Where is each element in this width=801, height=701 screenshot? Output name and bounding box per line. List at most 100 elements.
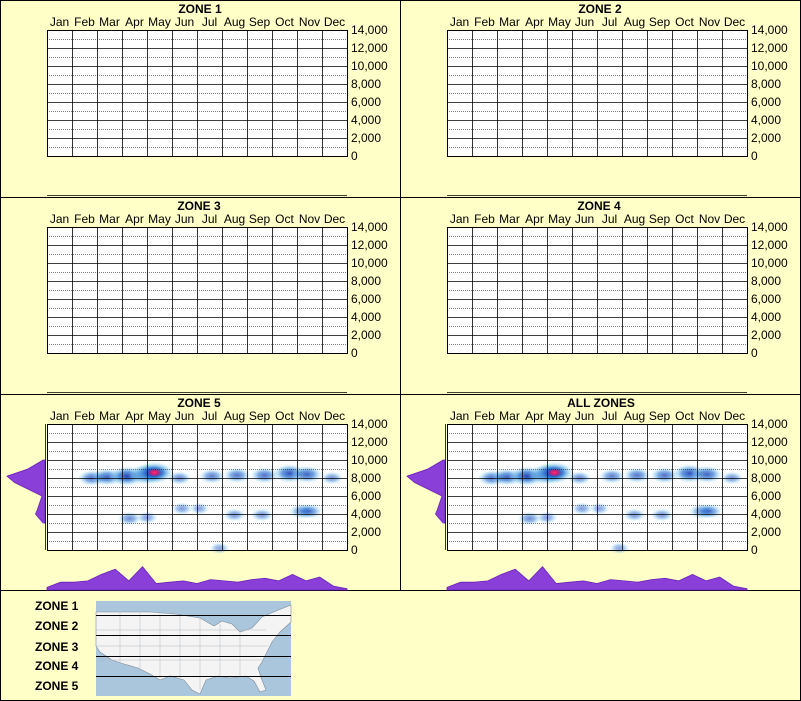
density-point bbox=[222, 508, 247, 522]
y-tick-label: 8,000 bbox=[751, 471, 781, 485]
month-label-jun: Jun bbox=[175, 15, 194, 29]
legend-zone-1: ZONE 1 bbox=[35, 599, 79, 613]
legend-zone-3: ZONE 3 bbox=[35, 640, 79, 654]
density-point bbox=[517, 511, 542, 526]
month-label-apr: Apr bbox=[125, 15, 144, 29]
chart-title-zone-3: ZONE 3 bbox=[177, 199, 221, 213]
density-point bbox=[198, 468, 226, 484]
chart-panel-1: Jan Feb Mar Apr May Jun Jul Aug Sep Oct Nov Dec 14,0… bbox=[47, 15, 388, 196]
y-tick-label: 2,000 bbox=[351, 328, 381, 342]
y-tick-label: 2,000 bbox=[751, 525, 781, 539]
density-point bbox=[649, 467, 680, 484]
month-label-mar: Mar bbox=[499, 15, 520, 29]
y-tick-label: 2,000 bbox=[351, 131, 381, 145]
plot-background bbox=[47, 30, 347, 156]
month-label-aug: Aug bbox=[224, 212, 245, 226]
month-label-jun: Jun bbox=[575, 409, 594, 423]
density-point bbox=[117, 511, 142, 526]
month-label-oct: Oct bbox=[275, 15, 294, 29]
month-label-feb: Feb bbox=[474, 212, 495, 226]
density-point bbox=[223, 467, 251, 484]
density-point bbox=[622, 508, 647, 522]
density-point bbox=[691, 465, 723, 484]
y-tick-label: 8,000 bbox=[351, 77, 381, 91]
density-point bbox=[650, 508, 674, 522]
month-label-may: May bbox=[548, 409, 571, 423]
y-tick-label: 10,000 bbox=[751, 453, 788, 467]
density-peak bbox=[147, 468, 162, 477]
chart-title-all-zones: ALL ZONES bbox=[567, 396, 635, 410]
y-tick-label: 10,000 bbox=[351, 453, 388, 467]
month-label-mar: Mar bbox=[99, 15, 120, 29]
y-tick-label: 0 bbox=[751, 346, 758, 360]
plot-background bbox=[47, 424, 347, 550]
map-land bbox=[95, 604, 292, 695]
chart-panel-6: Jan Feb Mar Apr May Jun Jul Aug Sep Oct Nov Dec 14,0… bbox=[406, 409, 788, 591]
month-label-sep: Sep bbox=[649, 15, 671, 29]
month-label-mar: Mar bbox=[499, 409, 520, 423]
chart-title-zone-1: ZONE 1 bbox=[178, 2, 222, 16]
density-point bbox=[536, 511, 558, 525]
month-label-jul: Jul bbox=[202, 15, 217, 29]
y-tick-label: 12,000 bbox=[751, 435, 788, 449]
y-tick-label: 0 bbox=[751, 149, 758, 163]
plot-frame bbox=[447, 424, 748, 551]
y-tick-label: 10,000 bbox=[751, 59, 788, 73]
y-tick-label: 4,000 bbox=[351, 507, 381, 521]
month-label-sep: Sep bbox=[249, 212, 271, 226]
y-tick-label: 0 bbox=[351, 346, 358, 360]
month-label-apr: Apr bbox=[125, 409, 144, 423]
month-label-jul: Jul bbox=[202, 212, 217, 226]
chart-panel-3: Jan Feb Mar Apr May Jun Jul Aug Sep Oct Nov Dec 14,0… bbox=[47, 212, 388, 393]
elevation-profile bbox=[406, 459, 446, 524]
y-tick-label: 2,000 bbox=[751, 131, 781, 145]
month-label-jan: Jan bbox=[450, 409, 469, 423]
elevation-profile bbox=[6, 459, 46, 524]
plot-background bbox=[447, 424, 747, 550]
y-tick-label: 6,000 bbox=[751, 292, 781, 306]
month-label-oct: Oct bbox=[675, 409, 694, 423]
month-label-aug: Aug bbox=[624, 15, 645, 29]
y-tick-label: 14,000 bbox=[351, 23, 388, 37]
y-tick-label: 4,000 bbox=[351, 310, 381, 324]
charts-layer: Jan Feb Mar Apr May Jun Jul Aug Sep Oct Nov Dec 14,0… bbox=[6, 15, 788, 591]
y-tick-label: 8,000 bbox=[351, 471, 381, 485]
month-label-may: May bbox=[548, 15, 571, 29]
month-label-dec: Dec bbox=[724, 212, 745, 226]
month-label-jul: Jul bbox=[602, 212, 617, 226]
month-profile bbox=[46, 565, 348, 591]
month-label-aug: Aug bbox=[224, 409, 245, 423]
month-label-may: May bbox=[148, 212, 171, 226]
month-label-oct: Oct bbox=[275, 409, 294, 423]
density-point bbox=[209, 542, 230, 555]
y-tick-label: 14,000 bbox=[751, 23, 788, 37]
month-label-jan: Jan bbox=[50, 409, 69, 423]
y-tick-label: 0 bbox=[751, 543, 758, 557]
y-tick-label: 14,000 bbox=[351, 220, 388, 234]
y-tick-label: 12,000 bbox=[351, 435, 388, 449]
density-point bbox=[136, 511, 158, 525]
chart-panel-5: Jan Feb Mar Apr May Jun Jul Aug Sep Oct Nov Dec 14,0… bbox=[6, 409, 388, 591]
density-point bbox=[296, 503, 323, 519]
month-label-apr: Apr bbox=[525, 15, 544, 29]
density-point bbox=[189, 502, 210, 515]
month-label-feb: Feb bbox=[74, 212, 95, 226]
y-tick-label: 8,000 bbox=[351, 274, 381, 288]
month-label-oct: Oct bbox=[275, 212, 294, 226]
month-label-mar: Mar bbox=[99, 409, 120, 423]
month-label-sep: Sep bbox=[249, 409, 271, 423]
zone-legend: ZONE 1 ZONE 2 ZONE 3 ZONE 4 ZONE 5 bbox=[35, 599, 292, 696]
month-label-sep: Sep bbox=[249, 15, 271, 29]
month-label-sep: Sep bbox=[649, 212, 671, 226]
plot-frame bbox=[447, 30, 748, 157]
us-zone-map bbox=[95, 601, 292, 696]
month-label-oct: Oct bbox=[675, 212, 694, 226]
chart-title-zone-2: ZONE 2 bbox=[578, 2, 622, 16]
map-state-borders bbox=[96, 612, 268, 690]
month-label-nov: Nov bbox=[299, 212, 320, 226]
density-point bbox=[291, 465, 323, 484]
y-tick-label: 4,000 bbox=[351, 113, 381, 127]
y-tick-label: 8,000 bbox=[751, 274, 781, 288]
month-label-dec: Dec bbox=[324, 409, 345, 423]
month-label-aug: Aug bbox=[624, 409, 645, 423]
